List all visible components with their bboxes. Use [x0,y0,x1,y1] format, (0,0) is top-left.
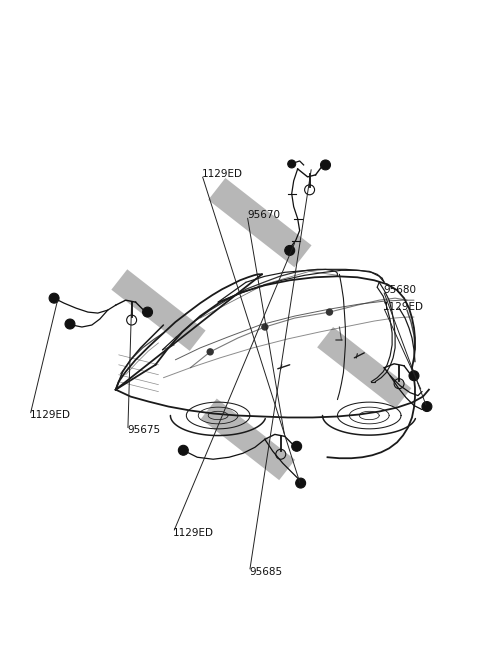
Text: 1129ED: 1129ED [383,302,424,312]
Polygon shape [317,327,411,409]
Text: 95675: 95675 [128,425,161,436]
Polygon shape [201,398,295,480]
Circle shape [409,371,419,381]
Circle shape [296,478,306,488]
Text: 1129ED: 1129ED [202,170,243,179]
Circle shape [422,402,432,411]
Circle shape [321,160,330,170]
Circle shape [288,160,296,168]
Circle shape [326,309,333,315]
Polygon shape [208,178,312,267]
Circle shape [179,445,188,455]
Polygon shape [111,269,205,351]
Text: 95670: 95670 [247,210,280,221]
Circle shape [143,307,153,317]
Circle shape [65,319,75,329]
Text: 1129ED: 1129ED [173,528,214,538]
Text: 95685: 95685 [250,567,283,576]
Circle shape [262,324,268,330]
Text: 95680: 95680 [383,286,416,295]
Text: 1129ED: 1129ED [30,411,71,421]
Circle shape [292,441,301,451]
Circle shape [285,246,295,255]
Circle shape [49,293,59,303]
Circle shape [207,349,213,355]
